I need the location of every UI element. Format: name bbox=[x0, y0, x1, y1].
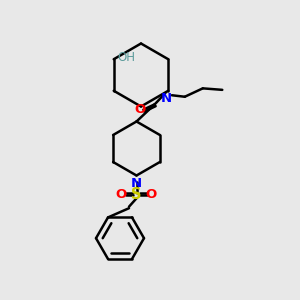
Text: N: N bbox=[130, 177, 142, 190]
Text: N: N bbox=[161, 92, 172, 105]
Text: O: O bbox=[134, 103, 146, 116]
Text: OH: OH bbox=[117, 51, 135, 64]
Text: O: O bbox=[146, 188, 157, 201]
Text: O: O bbox=[116, 188, 127, 201]
Text: S: S bbox=[131, 187, 142, 202]
